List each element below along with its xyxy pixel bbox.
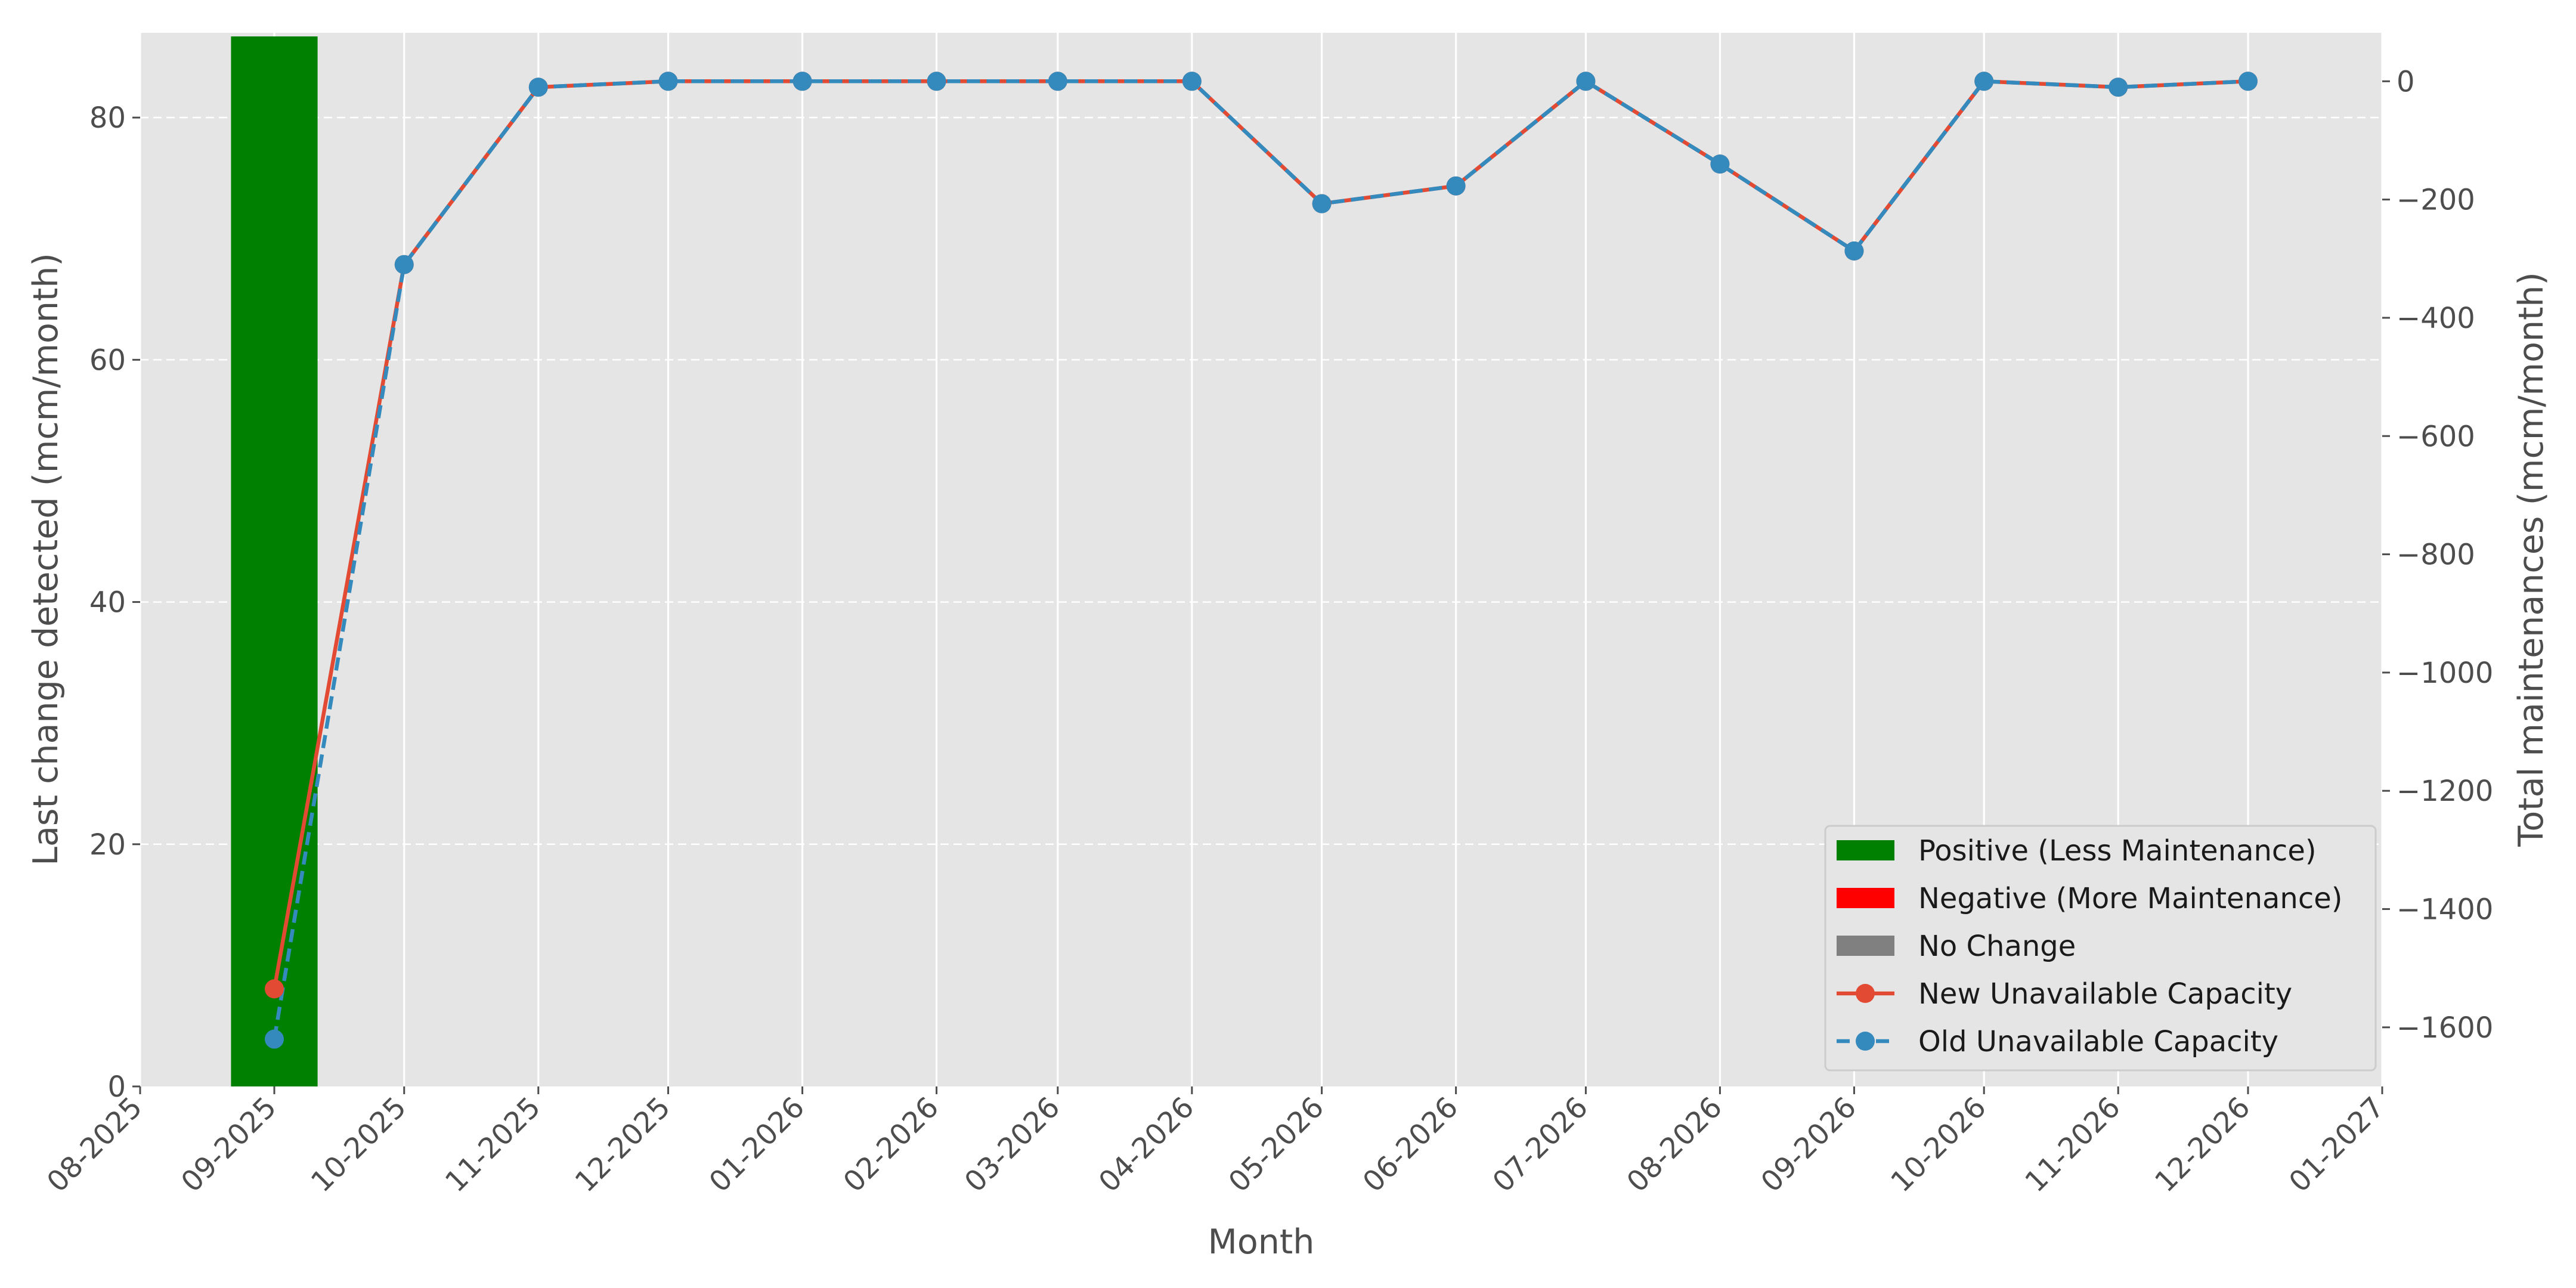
data-point xyxy=(1844,241,1864,261)
legend-frame xyxy=(1824,825,2377,1072)
x-tick-label: 08-2026 xyxy=(1620,1091,1728,1199)
data-point xyxy=(1710,154,1730,174)
x-tick-label: 09-2025 xyxy=(175,1091,283,1199)
x-tick-label: 01-2026 xyxy=(703,1091,811,1199)
legend-swatch xyxy=(1837,936,1894,956)
y-right-tick-label: −800 xyxy=(2397,538,2475,572)
data-point xyxy=(927,72,946,91)
y-right-tick-label: −1000 xyxy=(2397,657,2493,690)
x-tick-label: 12-2025 xyxy=(569,1091,677,1199)
x-tick-label: 03-2026 xyxy=(958,1091,1066,1199)
bar xyxy=(231,36,318,1086)
y-left-tick-label: 80 xyxy=(89,101,126,135)
data-point xyxy=(1974,72,1994,91)
legend-label: Old Unavailable Capacity xyxy=(1918,1025,2278,1058)
x-tick-label: 11-2025 xyxy=(439,1091,547,1199)
x-tick-label: 10-2025 xyxy=(305,1091,413,1199)
legend-marker xyxy=(1856,1032,1875,1051)
x-tick-label: 12-2026 xyxy=(2148,1091,2256,1199)
data-point xyxy=(2238,72,2258,91)
data-point xyxy=(1446,176,1466,196)
y-left-tick-label: 0 xyxy=(107,1070,126,1104)
data-point xyxy=(1576,72,1596,91)
data-point xyxy=(1048,72,1067,91)
series-lines xyxy=(272,79,2249,1040)
legend-swatch xyxy=(1837,840,1894,860)
data-point xyxy=(265,979,284,999)
y-right-tick-label: −1400 xyxy=(2397,893,2493,927)
y-axis-right-title: Total maintenances (mcm/month) xyxy=(2512,272,2551,847)
x-axis-title: Month xyxy=(1208,1222,1315,1262)
x-tick-label: 02-2026 xyxy=(837,1091,945,1199)
y-left-tick-label: 20 xyxy=(89,828,126,862)
legend-marker xyxy=(1856,984,1875,1003)
y-right-tick-label: −1200 xyxy=(2397,775,2493,808)
data-point xyxy=(658,72,678,91)
y-axis-right-ticks: 0 −200 −400 −600 −800 −1000 −1200 −1400 −1600 xyxy=(2382,65,2493,1045)
series-points xyxy=(265,72,2258,1049)
y-right-tick-label: −400 xyxy=(2397,302,2475,335)
x-tick-label: 08-2025 xyxy=(41,1091,148,1199)
x-tick-label: 07-2026 xyxy=(1486,1091,1594,1199)
y-right-tick-label: 0 xyxy=(2397,65,2415,98)
data-point xyxy=(394,255,414,274)
y-right-tick-label: −600 xyxy=(2397,420,2475,453)
y-right-tick-label: −1600 xyxy=(2397,1011,2493,1045)
data-point xyxy=(1182,72,1202,91)
y-axis-left-ticks: 0 20 40 60 80 xyxy=(89,101,140,1104)
data-point xyxy=(2109,78,2128,97)
series-line xyxy=(272,79,2249,1040)
legend-label: Positive (Less Maintenance) xyxy=(1918,834,2317,868)
legend-swatch xyxy=(1837,888,1894,908)
data-point xyxy=(792,72,812,91)
y-left-tick-label: 60 xyxy=(89,343,126,377)
legend: Positive (Less Maintenance) Negative (Mor… xyxy=(1824,825,2377,1072)
x-axis-ticks: 08-2025 09-2025 10-2025 11-2025 12-2025 01-20… xyxy=(41,1086,2391,1199)
x-tick-label: 09-2026 xyxy=(1755,1091,1863,1199)
legend-label: Negative (More Maintenance) xyxy=(1918,882,2343,915)
x-tick-label: 05-2026 xyxy=(1222,1091,1330,1199)
legend-label: New Unavailable Capacity xyxy=(1918,977,2292,1011)
y-axis-left-title: Last change detected (mcm/month) xyxy=(26,253,66,866)
data-point xyxy=(265,1029,284,1049)
y-right-tick-label: −200 xyxy=(2397,184,2475,217)
x-tick-label: 06-2026 xyxy=(1357,1091,1465,1199)
bars xyxy=(231,36,318,1086)
data-point xyxy=(528,78,548,97)
x-tick-label: 04-2026 xyxy=(1092,1091,1200,1199)
legend-label: No Change xyxy=(1918,930,2076,963)
data-point xyxy=(1312,194,1332,213)
y-left-tick-label: 40 xyxy=(89,586,126,620)
x-tick-label: 10-2026 xyxy=(1884,1091,1992,1199)
x-tick-label: 11-2026 xyxy=(2018,1091,2126,1199)
x-tick-label: 01-2027 xyxy=(2283,1091,2391,1199)
